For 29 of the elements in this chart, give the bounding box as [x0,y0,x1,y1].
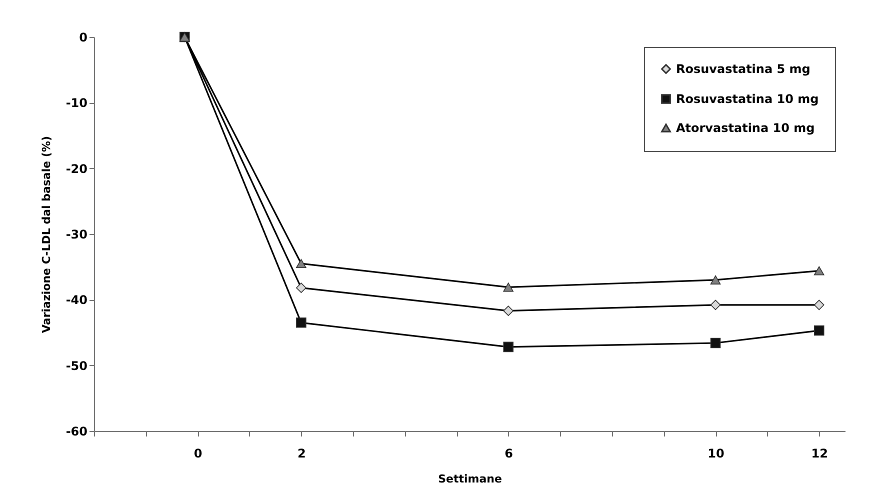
point [710,300,721,310]
x-tick-label: 12 [811,446,828,460]
point [710,338,721,348]
y-tick-label: -40 [66,293,88,308]
x-tick-label: 2 [297,446,306,460]
y-tick-label: -60 [66,424,88,438]
x-tick-label: 10 [708,446,724,460]
y-tick-label: -50 [66,358,88,373]
y-tick-label: 0 [79,30,88,44]
point [814,266,824,276]
point [503,342,514,352]
point [296,282,306,293]
x-tick-label: 0 [194,446,202,460]
legend-label: Rosuvastatina 5 mg [676,62,810,76]
y-tick-label: -10 [66,96,88,110]
point [296,318,306,328]
y-axis-title: Variazione C-LDL dal basale (%) [40,136,53,333]
point [503,282,514,292]
point [503,306,514,316]
y-tick-label: -30 [66,228,88,242]
point [814,325,824,336]
y-tick-label: -20 [66,162,88,176]
x-axis-title: Settimane [438,472,502,486]
legend-label: Rosuvastatina 10 mg [676,92,819,106]
x-tick-label: 6 [504,446,514,460]
point [814,300,824,310]
legend-label: Atorvastatina 10 mg [676,121,815,135]
point [296,259,306,268]
point [710,275,721,284]
